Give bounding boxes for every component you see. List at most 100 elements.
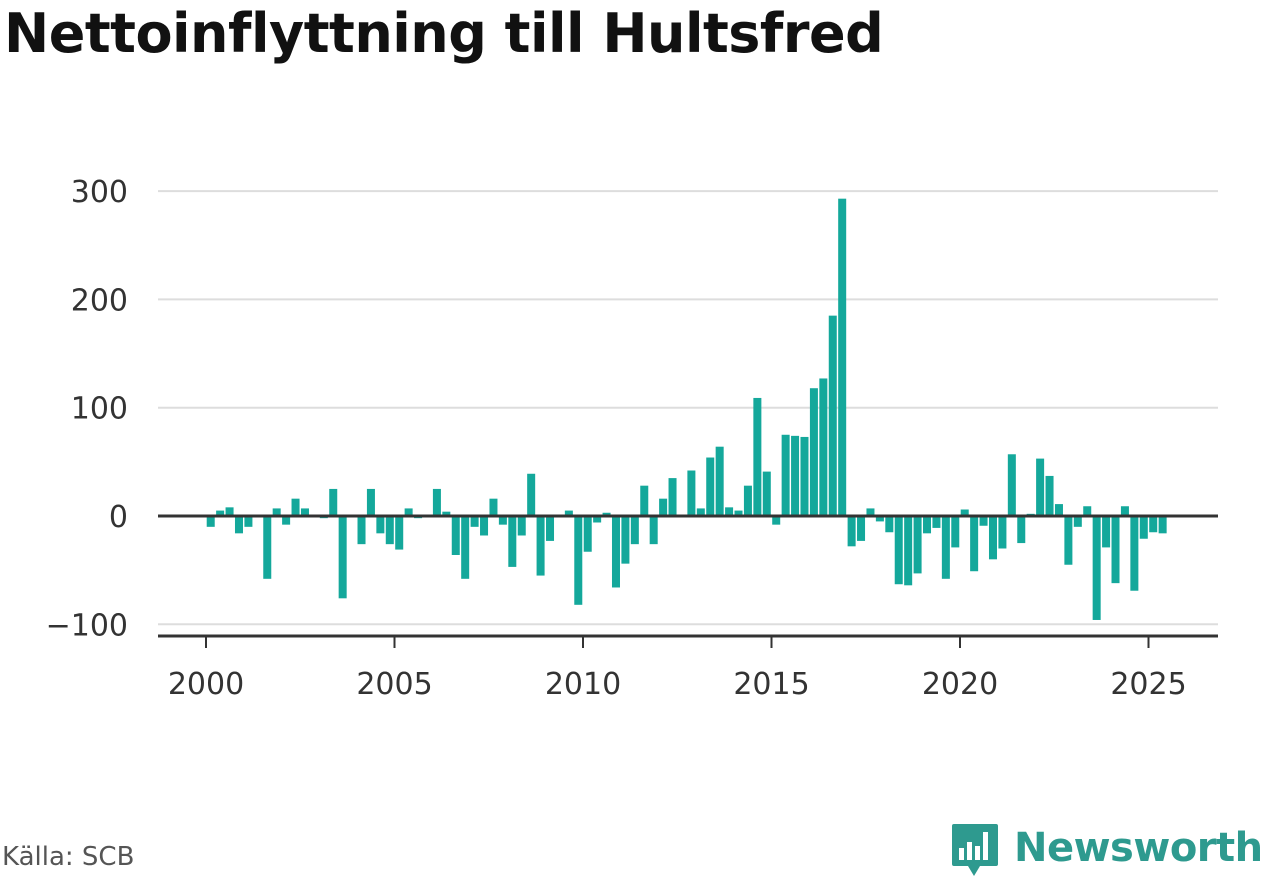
bar [1007,454,1016,516]
bar [564,510,573,516]
source-label: Källa: SCB [2,842,135,872]
bar [875,516,884,522]
bar [687,470,696,516]
y-tick-label: 100 [71,392,128,427]
bar [583,516,592,552]
bar [1017,516,1026,544]
bar [970,516,979,572]
bar [1064,516,1073,565]
bar [1102,516,1111,548]
bar [508,516,517,567]
bar [451,516,460,555]
bar [498,516,507,525]
bar [941,516,950,579]
x-tick-label: 2020 [922,667,998,702]
bar [593,516,602,523]
bar [574,516,583,605]
bar [291,498,300,516]
x-tick-label: 2025 [1110,667,1186,702]
bar [1158,516,1167,534]
bar [951,516,960,548]
bar [630,516,639,545]
bar [988,516,997,560]
bar [442,511,451,516]
bar [300,508,309,516]
bar [734,510,743,516]
bar [517,516,526,536]
bar [1139,516,1148,539]
bar [1083,506,1092,516]
bar [385,516,394,545]
bar [432,488,441,516]
bar [272,508,281,516]
bar [621,516,630,564]
bar [960,509,969,516]
y-tick-label: 300 [71,175,128,210]
bar [725,507,734,516]
bar [1130,516,1139,591]
bar [376,516,385,534]
bar [234,516,243,534]
bar [404,508,413,516]
bar [546,516,555,541]
y-axis-ticks: −100 0 100 200 300 [46,175,128,643]
bar [489,498,498,516]
bar [1149,516,1158,533]
bar [800,436,809,516]
bar [470,516,479,527]
bar [809,388,818,516]
bar [640,485,649,516]
bar [857,516,866,541]
y-tick-label: 0 [109,500,128,535]
y-tick-label: 200 [71,283,128,318]
bar [244,516,253,527]
bar [461,516,470,579]
bar [781,434,790,516]
bar [225,507,234,516]
bar [1111,516,1120,584]
bar [828,315,837,516]
bar [668,478,677,516]
bar [329,488,338,516]
x-tick-label: 2005 [356,667,432,702]
bar [894,516,903,585]
bar [753,397,762,516]
bar [1054,504,1063,516]
gridlines [158,190,1218,626]
bar [1092,516,1101,620]
bar [206,516,215,527]
bar [923,516,932,534]
bar [338,516,347,599]
bar [282,516,291,525]
bar [649,516,658,545]
bar [1036,458,1045,516]
bar [979,516,988,526]
bar [885,516,894,533]
bar [998,516,1007,549]
y-tick-label: −100 [46,608,128,643]
brand-name: Newsworthy [1014,825,1262,871]
bar [357,516,366,545]
bar [913,516,922,574]
bar [395,516,404,550]
bar [1073,516,1082,527]
bar [715,446,724,516]
x-axis-ticks: 2000 2005 2010 2015 2020 2025 [168,636,1187,702]
newsworthy-logo-icon [952,824,998,876]
x-tick-label: 2000 [168,667,244,702]
bar [536,516,545,576]
bar [838,198,847,516]
bar [696,508,705,516]
bar [932,516,941,528]
bar [772,516,781,525]
brand-logo[interactable]: Newsworthy [950,818,1262,878]
bar [847,516,856,547]
chart-title: Nettoinflyttning till Hultsfred [4,2,884,65]
bar [366,488,375,516]
bar [1120,506,1129,516]
bar [527,473,536,516]
axes [158,514,1218,638]
bar [743,485,752,516]
bar [263,516,272,579]
